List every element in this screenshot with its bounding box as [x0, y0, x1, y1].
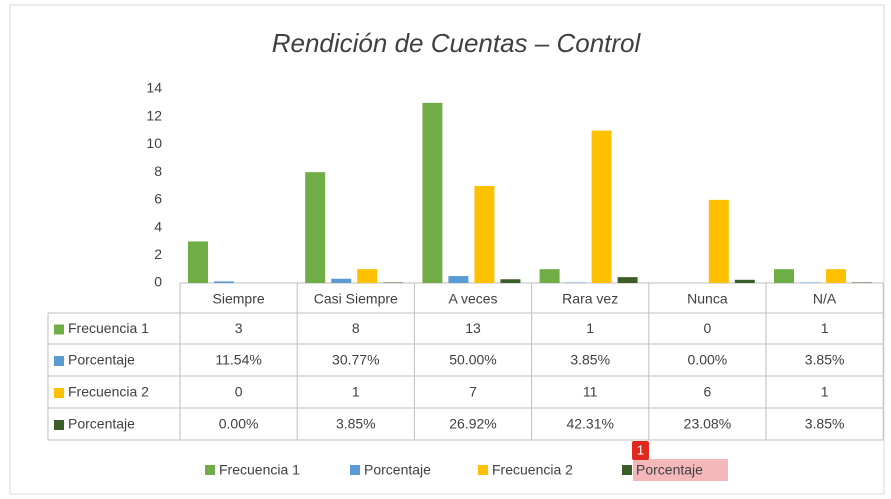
table-cell: 0	[704, 320, 712, 336]
table-cell: 6	[704, 384, 712, 400]
row-label: Porcentaje	[68, 416, 135, 432]
bar	[591, 130, 612, 283]
table-cell: 3.85%	[570, 352, 610, 368]
table-cell: 1	[586, 320, 594, 336]
table-cell: 1	[352, 384, 360, 400]
table-cell: 11	[583, 384, 598, 400]
highlight	[633, 459, 728, 481]
bar	[357, 269, 378, 283]
bar	[422, 102, 443, 283]
bar	[539, 269, 560, 283]
legend-key	[54, 356, 64, 366]
y-tick-label: 6	[154, 191, 162, 207]
bar	[383, 282, 404, 283]
legend-label: Porcentaje	[636, 462, 703, 478]
annotation: 1	[637, 442, 644, 457]
row-label: Porcentaje	[68, 352, 135, 368]
legend-label: Porcentaje	[364, 462, 431, 478]
x-tick-label: Casi Siempre	[314, 291, 398, 307]
y-tick-label: 12	[146, 107, 162, 123]
x-tick-label: Nunca	[687, 291, 728, 307]
bar	[500, 279, 521, 283]
table-cell: 26.92%	[449, 416, 496, 432]
y-tick-label: 0	[154, 274, 162, 290]
bar	[800, 282, 820, 283]
table-cell: 3.85%	[805, 416, 845, 432]
table-cell: 3.85%	[336, 416, 376, 432]
legend-label: Frecuencia 2	[492, 462, 573, 478]
x-tick-label: Siempre	[213, 291, 265, 307]
y-tick-label: 4	[154, 218, 162, 234]
annotation-badge	[632, 441, 649, 460]
legend-key	[478, 465, 488, 475]
y-tick-label: 2	[154, 246, 162, 262]
table-cell: 50.00%	[449, 352, 496, 368]
bar	[774, 269, 794, 283]
legend-key	[54, 388, 64, 398]
bar	[734, 279, 755, 283]
bar	[708, 199, 729, 283]
bar	[826, 269, 846, 283]
table-cell: 13	[465, 320, 481, 336]
table-cell: 23.08%	[684, 416, 731, 432]
table-cell: 11.54%	[215, 352, 261, 368]
table-cell: 42.31%	[566, 416, 613, 432]
bar	[474, 186, 495, 283]
chart-frame	[9, 4, 885, 495]
row-label: Frecuencia 1	[68, 320, 149, 336]
table-cell: 0	[235, 384, 243, 400]
bar	[214, 281, 234, 283]
table-cell: 7	[469, 384, 477, 400]
legend-key	[350, 465, 360, 475]
legend-key	[54, 420, 64, 430]
x-tick-label: N/A	[813, 291, 837, 307]
table-cell: 3.85%	[805, 352, 845, 368]
row-label: Frecuencia 2	[68, 384, 149, 400]
table-cell: 8	[352, 320, 360, 336]
table-cell: 1	[821, 320, 829, 336]
table-cell: 0.00%	[688, 352, 728, 368]
table-cell: 30.77%	[332, 352, 379, 368]
y-tick-label: 8	[154, 163, 162, 179]
legend-key	[205, 465, 215, 475]
bar	[448, 276, 469, 283]
chart-title: Rendición de Cuentas – Control	[272, 28, 642, 58]
bar	[617, 277, 638, 283]
bar	[305, 172, 326, 283]
legend-label: Frecuencia 1	[219, 462, 300, 478]
legend-key	[622, 465, 632, 475]
x-tick-label: A veces	[448, 291, 497, 307]
x-tick-label: Rara vez	[562, 291, 618, 307]
table-cell: 3	[235, 320, 243, 336]
bar	[852, 282, 872, 283]
bar	[565, 282, 586, 283]
table-cell: 0.00%	[219, 416, 259, 432]
y-tick-label: 14	[146, 80, 162, 96]
table-cell: 1	[821, 384, 829, 400]
legend-key	[54, 324, 64, 335]
y-tick-label: 10	[146, 135, 162, 151]
bar	[188, 241, 208, 283]
bar	[331, 278, 352, 283]
